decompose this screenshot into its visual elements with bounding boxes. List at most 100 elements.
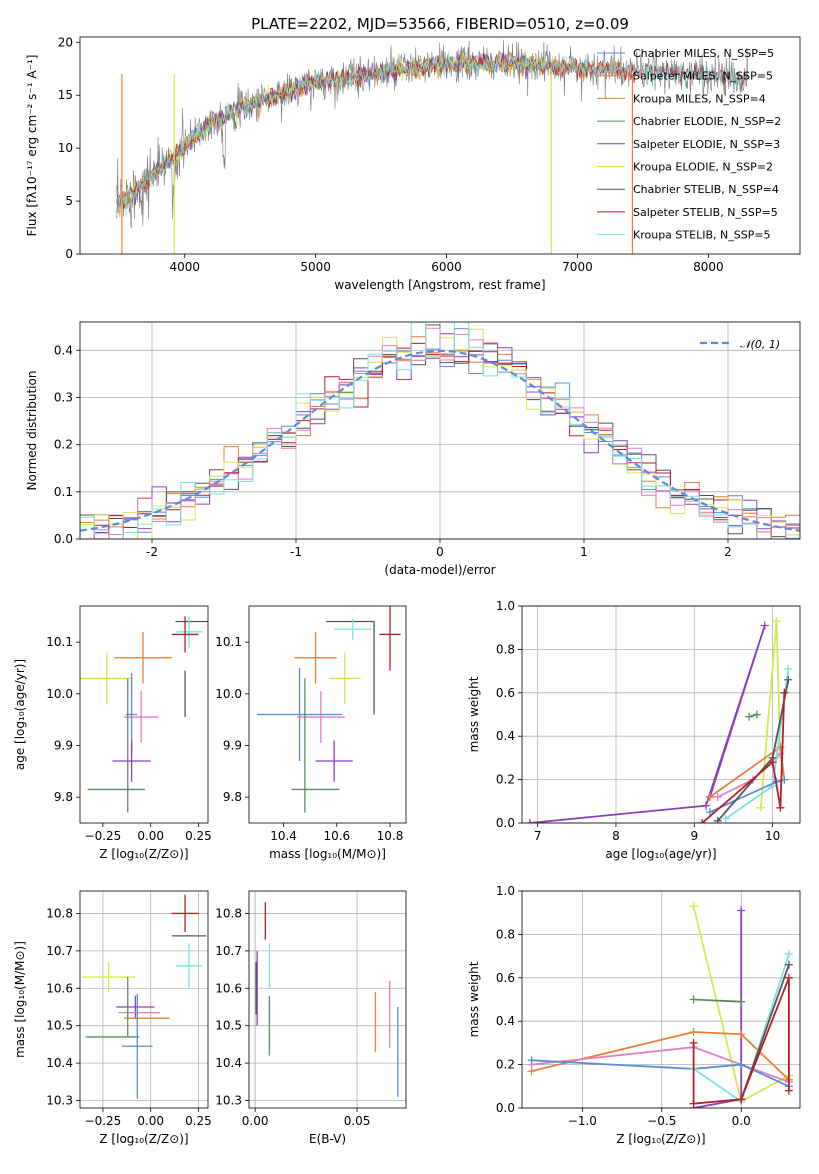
- plus-marker: [752, 710, 761, 719]
- y-tick-label: 9.8: [54, 790, 73, 804]
- panel-age-vs-Z: −0.25 0.00 0.25 9.8 9.9 10.0 10.1 Z [log₁₀(Z/Z⊙…: [13, 605, 212, 861]
- legend-entry: 𝒩(0, 1): [740, 338, 780, 351]
- x-axis-label: wavelength [Angstrom, rest frame]: [334, 278, 545, 292]
- x-axis-label: Z [log₁₀(Z/Z⊙)]: [99, 1132, 188, 1146]
- plus-marker: [527, 1056, 536, 1065]
- plus-marker: [689, 1099, 698, 1108]
- panel-spectrum: 4000 5000 6000 7000 8000 0 5 10 15 20 wavelength […: [25, 35, 801, 292]
- error-point-4: [116, 995, 155, 1019]
- y-tick-label: 1.0: [496, 884, 515, 898]
- plus-marker: [737, 1095, 746, 1104]
- plus-marker: [737, 1060, 746, 1069]
- plus-marker: [698, 819, 707, 823]
- legend-entry: Kroupa STELIB, N_SSP=5: [633, 229, 771, 242]
- x-tick-label: 9: [690, 829, 698, 843]
- error-point-8: [112, 740, 151, 782]
- plus-marker: [772, 617, 781, 626]
- axes-frame: [79, 605, 209, 824]
- legend-entry: Kroupa ELODIE, N_SSP=2: [633, 161, 773, 174]
- error-point-2: [379, 606, 401, 671]
- y-tick-label: 0.4: [54, 343, 73, 357]
- plus-marker: [737, 906, 746, 915]
- error-point-1: [334, 618, 372, 640]
- model-spectrum-7: [116, 52, 748, 209]
- y-tick-label: 0: [65, 247, 73, 261]
- y-tick-label: 10.7: [215, 944, 242, 958]
- y-axis-label: mass weight: [467, 676, 481, 752]
- x-axis-label: Z [log₁₀(Z/Z⊙)]: [99, 847, 188, 861]
- error-point-9: [122, 993, 153, 1099]
- model-spectrum-0: [116, 50, 633, 211]
- y-tick-label: 9.9: [223, 739, 242, 753]
- y-axis-label: Normed distribution: [25, 371, 39, 491]
- x-tick-label: 0.25: [185, 1114, 212, 1128]
- x-axis-label: (data-model)/error: [384, 563, 495, 577]
- plot-area: [527, 902, 793, 1108]
- y-tick-label: 10.3: [46, 1094, 73, 1108]
- plot-area: [80, 322, 800, 539]
- histogram-series-7: [80, 322, 800, 539]
- y-tick-label: 10.5: [215, 1019, 242, 1033]
- y-tick-label: 5: [65, 194, 73, 208]
- y-tick-label: 9.9: [54, 739, 73, 753]
- plus-marker: [780, 688, 789, 697]
- axes-frame: [521, 890, 801, 1109]
- error-point-3: [81, 962, 136, 993]
- error-point-4: [114, 631, 172, 684]
- x-tick-label: −0.5: [647, 1114, 676, 1128]
- y-tick-label: 10.4: [46, 1056, 73, 1070]
- plot-area: [255, 902, 399, 1097]
- y-tick-label: 15: [58, 88, 73, 102]
- x-tick-label: 0.05: [344, 1114, 371, 1128]
- legend-entry: Salpeter STELIB, N_SSP=5: [633, 206, 778, 219]
- plus-marker: [768, 758, 777, 767]
- legend-entry: Kroupa MILES, N_SSP=4: [633, 92, 766, 105]
- plus-marker: [713, 816, 722, 823]
- plus-marker: [689, 995, 698, 1004]
- error-point-2: [171, 616, 199, 653]
- plus-marker: [737, 1030, 746, 1039]
- plot-area: [256, 606, 401, 813]
- plot-area: [81, 894, 207, 1099]
- x-tick-label: 2: [724, 545, 732, 559]
- plot-area: [116, 39, 748, 254]
- weight-series-7: [701, 692, 786, 823]
- histogram-series-6: [80, 327, 800, 539]
- plus-marker: [721, 814, 730, 823]
- panel-weight-vs-age: 7 8 9 10 0.0 0.2 0.4 0.6 0.8 1.0 age [log₁₀(age/yr…: [467, 599, 801, 861]
- error-point-2: [175, 943, 203, 989]
- figure-title: PLATE=2202, MJD=53566, FIBERID=0510, z=0…: [251, 15, 629, 33]
- plus-marker: [756, 803, 765, 812]
- y-tick-label: 0.4: [496, 1014, 515, 1028]
- y-tick-label: 0.2: [496, 1058, 515, 1072]
- weight-series-1: [693, 910, 743, 1108]
- y-tick-label: 0.6: [496, 971, 515, 985]
- y-tick-label: 10: [58, 141, 73, 155]
- x-axis-label: Z [log₁₀(Z/Z⊙)]: [616, 1132, 705, 1146]
- plus-marker: [784, 675, 793, 684]
- x-tick-label: 0: [436, 545, 444, 559]
- y-axis-label: mass weight: [467, 961, 481, 1037]
- y-tick-label: 0.0: [496, 1101, 515, 1115]
- error-point-6: [123, 691, 159, 743]
- y-tick-label: 0.2: [54, 438, 73, 452]
- x-tick-label: 4000: [169, 260, 200, 274]
- legend-entry: Salpeter ELODIE, N_SSP=3: [633, 138, 780, 151]
- y-axis-label: age [log₁₀(age/yr)]: [13, 659, 27, 770]
- error-point-5: [328, 652, 361, 705]
- legend-entry: Chabrier ELODIE, N_SSP=2: [633, 115, 781, 128]
- y-tick-label: 10.1: [46, 635, 73, 649]
- y-tick-label: 10.0: [46, 687, 73, 701]
- weight-series-0: [529, 625, 766, 823]
- plus-marker: [776, 803, 785, 812]
- plus-marker: [705, 792, 714, 801]
- y-tick-label: 10.8: [46, 906, 73, 920]
- y-tick-label: 10.0: [215, 687, 242, 701]
- plot-area: [525, 617, 793, 823]
- panel-age-vs-mass: 10.4 10.6 10.8 9.8 9.9 10.0 10.1 mass [log₁₀(M/…: [215, 605, 407, 861]
- y-tick-label: 10.3: [215, 1094, 242, 1108]
- x-tick-label: 5000: [300, 260, 331, 274]
- y-tick-label: 20: [58, 35, 73, 49]
- x-tick-label: 10.4: [270, 829, 297, 843]
- plus-marker: [689, 1028, 698, 1037]
